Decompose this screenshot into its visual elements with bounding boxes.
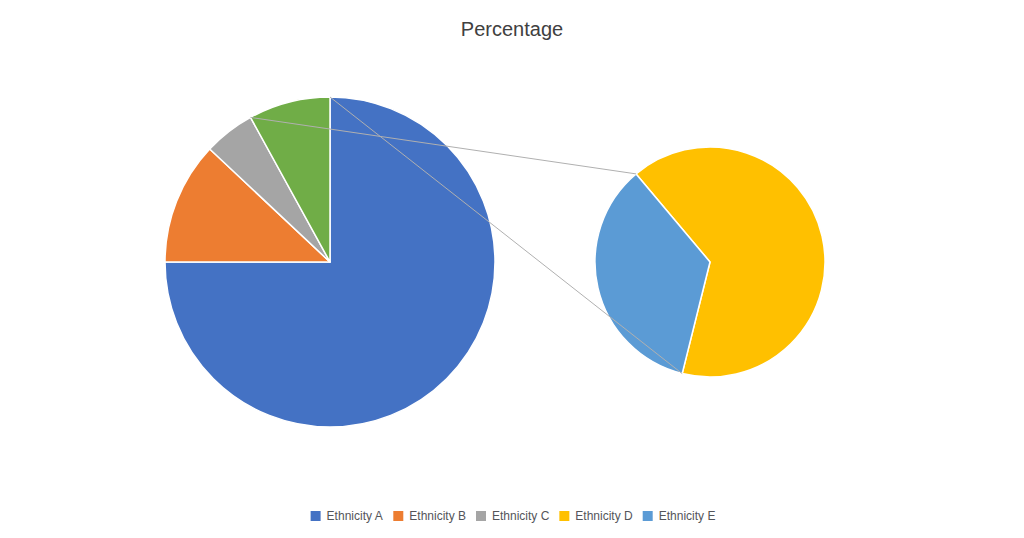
svg-text:Ethnicity C: Ethnicity C <box>492 509 550 523</box>
svg-text:Ethnicity B: Ethnicity B <box>409 509 466 523</box>
svg-text:Percentage: Percentage <box>461 18 563 40</box>
svg-text:Ethnicity A: Ethnicity A <box>327 509 383 523</box>
svg-text:Ethnicity E: Ethnicity E <box>659 509 716 523</box>
svg-text:Ethnicity D: Ethnicity D <box>575 509 633 523</box>
